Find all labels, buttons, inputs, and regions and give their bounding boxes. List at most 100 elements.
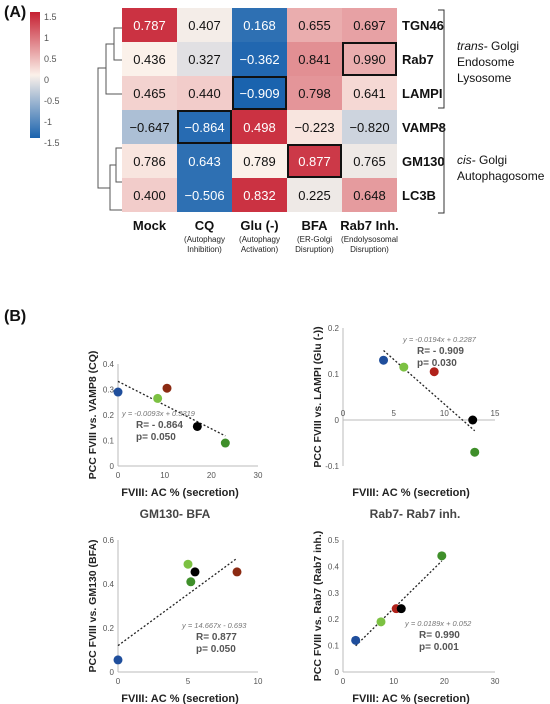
heatmap-column-sublabel: (Autophagy <box>184 235 225 244</box>
p-value: p= 0.030 <box>417 358 457 369</box>
colorbar-tick-label: -1.5 <box>44 138 60 148</box>
data-point <box>232 567 242 577</box>
heatmap-row-label: LC3B <box>402 188 436 203</box>
heatmap-row-label: GM130 <box>402 154 445 169</box>
data-point <box>186 577 196 587</box>
data-point <box>162 383 172 393</box>
x-tick-label: 30 <box>491 677 500 686</box>
heatmap-grid: 0.787 0.407 0.168 0.655 0.697 0.436 0.327 −0.36… <box>122 8 397 213</box>
p-value: p= 0.050 <box>196 644 236 655</box>
heatmap-cell: 0.832 <box>232 178 287 212</box>
x-axis-label: FVIII: AC % (secretion) <box>352 693 470 704</box>
heatmap-cell: −0.909 <box>232 76 287 110</box>
trendline <box>383 350 476 432</box>
heatmap-cell: 0.787 <box>122 8 177 42</box>
r-value: R= 0.877 <box>196 632 237 643</box>
heatmap-cell: 0.786 <box>122 144 177 178</box>
colorbar <box>30 12 40 138</box>
heatmap-cell: 0.789 <box>232 144 287 178</box>
y-tick-label: 0.1 <box>328 642 340 651</box>
heatmap-column-sublabel: (ER-Golgi <box>296 235 333 244</box>
heatmap-cell: 0.225 <box>287 178 342 212</box>
group-label-line: Endosome <box>457 55 515 69</box>
heatmap-cell: 0.465 <box>122 76 177 110</box>
heatmap-row-label: LAMPI <box>402 86 443 101</box>
heatmap-column-sublabel: (Autophagy <box>239 235 280 244</box>
trend-equation: y = -0.0093x + 0.3319 <box>121 409 196 418</box>
group-brackets <box>438 9 445 214</box>
y-tick-label: 0 <box>110 462 115 471</box>
data-point <box>113 655 123 665</box>
colorbar-tick-label: 1.5 <box>44 12 57 22</box>
colorbar-strip <box>30 12 40 138</box>
y-tick-label: 0.5 <box>328 536 340 545</box>
heatmap-cell: 0.648 <box>342 178 397 212</box>
r-value: R= - 0.909 <box>417 346 464 357</box>
colorbar-tick-label: -0.5 <box>44 96 60 106</box>
group-label-line: Lysosome <box>457 71 512 85</box>
heatmap-cell: −0.362 <box>232 42 287 76</box>
heatmap-column-sublabel: Disruption) <box>350 245 389 254</box>
y-tick-label: 0 <box>335 668 340 677</box>
heatmap-column-sublabel: Activation) <box>240 245 279 254</box>
y-axis-label: PCC FVIII vs. VAMP8 (CQ) <box>87 351 99 480</box>
heatmap-cell: 0.400 <box>122 178 177 212</box>
y-tick-label: 0.1 <box>103 437 115 446</box>
trendline <box>355 560 443 647</box>
y-axis-label: PCC FVIII vs. Rab7 (Rab7 inh.) <box>312 531 324 682</box>
group-label-line: cis- Golgi <box>457 153 508 167</box>
x-tick-label: 0 <box>341 409 346 418</box>
y-tick-label: 0.2 <box>103 411 115 420</box>
trend-equation: y = -0.0194x + 0.2287 <box>402 335 477 344</box>
x-tick-label: 20 <box>440 677 449 686</box>
heatmap-cell: −0.506 <box>177 178 232 212</box>
heatmap-cell: 0.697 <box>342 8 397 42</box>
data-point <box>190 567 200 577</box>
p-value: p= 0.001 <box>419 642 459 653</box>
heatmap-cell: 0.877 <box>287 144 342 178</box>
heatmap-row-label: VAMP8 <box>402 120 446 135</box>
trendline <box>117 380 226 437</box>
data-point <box>113 387 123 397</box>
x-tick-label: 30 <box>254 471 263 480</box>
x-axis-label: FVIII: AC % (secretion) <box>121 487 239 499</box>
x-tick-label: 0 <box>116 677 121 686</box>
scatter-title: GM130- BFA <box>140 507 211 521</box>
x-tick-label: 0 <box>116 471 121 480</box>
heatmap-column-label: Rab7 Inh. <box>340 218 399 233</box>
panel-a-label: (A) <box>4 4 27 21</box>
p-value: p= 0.050 <box>136 432 176 443</box>
data-point <box>468 415 478 425</box>
y-tick-label: 0.6 <box>103 536 115 545</box>
data-point <box>153 393 163 403</box>
heatmap-column-sublabel: Inhibition) <box>187 245 222 254</box>
data-point <box>351 635 361 645</box>
y-tick-label: 0.3 <box>103 386 115 395</box>
y-axis-label: PCC FVIII vs. GM130 (BFA) <box>87 539 99 672</box>
heatmap-cell: −0.864 <box>177 110 232 144</box>
heatmap-cell: 0.641 <box>342 76 397 110</box>
x-tick-label: 15 <box>491 409 500 418</box>
data-point <box>396 604 406 614</box>
trend-equation: y = 14.667x - 0.693 <box>181 621 247 630</box>
r-value: R= - 0.864 <box>136 420 183 431</box>
group-label-line: trans- Golgi <box>457 39 520 53</box>
heatmap-cell: 0.655 <box>287 8 342 42</box>
scatter-title: Rab7- Rab7 inh. <box>370 507 461 521</box>
heatmap-cell: 0.436 <box>122 42 177 76</box>
heatmap-column-label: Mock <box>132 218 167 233</box>
y-tick-label: 0 <box>110 668 115 677</box>
data-point <box>399 362 409 372</box>
group-label: cis- Golgi Autophagosome <box>457 152 544 184</box>
heatmap-cell: 0.990 <box>342 42 397 76</box>
y-tick-label: 0.2 <box>328 615 340 624</box>
x-tick-label: 10 <box>254 677 263 686</box>
heatmap-cell: 0.765 <box>342 144 397 178</box>
group-label: trans- Golgi Endosome Lysosome <box>457 38 519 86</box>
heatmap-row-label: TGN46 <box>402 18 444 33</box>
y-tick-label: 0.3 <box>328 589 340 598</box>
heatmap-cell: 0.798 <box>287 76 342 110</box>
panel-b-label: (B) <box>4 308 27 325</box>
x-tick-label: 5 <box>391 409 396 418</box>
heatmap-cell: 0.327 <box>177 42 232 76</box>
